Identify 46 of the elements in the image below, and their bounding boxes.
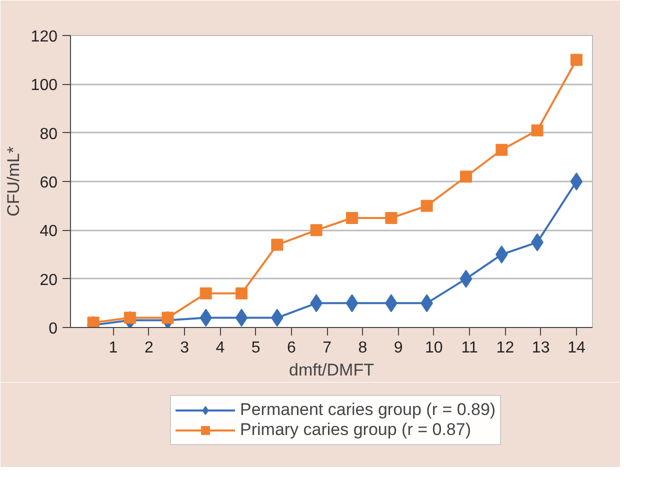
legend-label: Permanent caries group (r = 0.89) bbox=[240, 400, 496, 420]
point bbox=[270, 308, 284, 327]
x-tick-label: 13 bbox=[532, 340, 550, 356]
point bbox=[310, 294, 323, 312]
point bbox=[420, 200, 433, 212]
y-tick-label: 40 bbox=[40, 223, 58, 240]
x-tick-label: 9 bbox=[394, 340, 403, 356]
y-tick-label: 120 bbox=[30, 28, 58, 46]
y-tick-label: 60 bbox=[40, 174, 58, 192]
x-tick-label: 7 bbox=[322, 340, 332, 356]
x-tick-label: 1 bbox=[108, 340, 118, 356]
point bbox=[495, 246, 508, 264]
point bbox=[200, 308, 212, 327]
point bbox=[346, 294, 358, 312]
point bbox=[496, 144, 508, 156]
y-tick-label: 80 bbox=[40, 126, 58, 143]
legend-label: Primary caries group (r = 0.87) bbox=[240, 420, 471, 440]
point bbox=[460, 270, 472, 288]
x-tick-label: 2 bbox=[144, 340, 154, 356]
x-tick-label: 12 bbox=[496, 340, 514, 356]
y-axis-title: CFU/mL* bbox=[4, 146, 23, 216]
y-tick-label: 0 bbox=[48, 320, 58, 338]
x-tick-label: 14 bbox=[568, 340, 586, 356]
point bbox=[460, 170, 472, 183]
x-tick-label: 11 bbox=[461, 340, 478, 356]
x-tick-label: 5 bbox=[251, 340, 260, 356]
y-tick-label: 100 bbox=[30, 77, 58, 94]
point bbox=[346, 212, 358, 224]
x-tick-label: 10 bbox=[425, 340, 443, 356]
x-axis-title: dmft/DMFT bbox=[289, 360, 374, 380]
x-tick-label: 4 bbox=[216, 340, 225, 356]
point bbox=[200, 287, 212, 300]
point bbox=[570, 54, 582, 66]
point bbox=[235, 308, 248, 327]
x-tick-label: 3 bbox=[180, 340, 190, 356]
point bbox=[310, 224, 322, 236]
point bbox=[162, 312, 174, 324]
point bbox=[271, 238, 284, 251]
point bbox=[570, 172, 583, 190]
point bbox=[385, 212, 398, 224]
point bbox=[124, 312, 136, 324]
point bbox=[236, 287, 248, 300]
x-tick-label: 6 bbox=[286, 340, 296, 356]
x-tick-label: 8 bbox=[358, 340, 368, 356]
point bbox=[531, 124, 544, 136]
y-tick-label: 20 bbox=[40, 272, 58, 289]
